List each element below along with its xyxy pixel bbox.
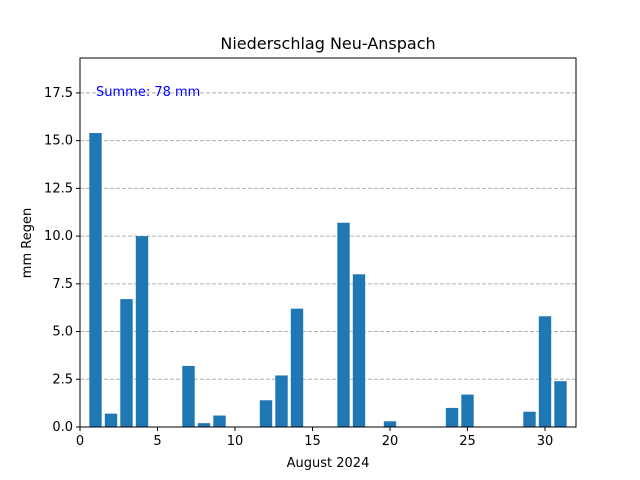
bar-day-20 — [383, 421, 397, 427]
bar-day-18 — [352, 274, 366, 427]
bar-day-17 — [337, 222, 350, 427]
bars — [89, 133, 567, 427]
bar-day-14 — [290, 308, 304, 427]
bar-day-31 — [554, 381, 567, 427]
chart-title: Niederschlag Neu-Anspach — [220, 34, 435, 53]
x-tick-label: 30 — [537, 434, 554, 449]
gridlines — [80, 92, 576, 380]
x-tick-label: 5 — [153, 434, 161, 449]
y-axis-label: mm Regen — [20, 208, 35, 278]
bar-day-1 — [89, 133, 102, 427]
bar-day-12 — [259, 400, 273, 427]
y-axis-ticks: 0.0 2.5 5.0 7.5 10.0 12.5 15.0 17.5 — [44, 86, 80, 435]
x-tick-label: 20 — [382, 434, 399, 449]
x-axis-label: August 2024 — [287, 456, 370, 471]
bar-day-30 — [538, 316, 552, 427]
y-tick-label: 10.0 — [44, 229, 73, 244]
bar-day-8 — [197, 423, 211, 427]
bar-day-13 — [275, 375, 288, 427]
bar-day-4 — [135, 236, 149, 427]
y-tick-label: 15.0 — [44, 134, 73, 149]
sum-annotation: Summe: 78 mm — [96, 85, 200, 100]
x-tick-label: 25 — [459, 434, 476, 449]
bar-day-7 — [182, 365, 195, 427]
y-tick-label: 5.0 — [52, 325, 73, 340]
bar-day-25 — [461, 394, 474, 427]
bar-day-2 — [104, 413, 118, 427]
y-tick-label: 12.5 — [44, 181, 73, 196]
bar-day-3 — [120, 299, 133, 427]
x-axis-ticks: 0 5 10 15 20 25 30 — [76, 427, 553, 449]
y-tick-label: 17.5 — [44, 86, 73, 101]
x-tick-label: 10 — [227, 434, 244, 449]
plot-frame — [79, 57, 577, 428]
y-tick-label: 0.0 — [52, 420, 73, 435]
bar-day-29 — [523, 411, 536, 427]
y-tick-label: 7.5 — [52, 277, 73, 292]
y-tick-label: 2.5 — [52, 372, 73, 387]
bar-day-24 — [445, 407, 459, 427]
bar-day-9 — [213, 415, 226, 427]
x-tick-label: 15 — [304, 434, 321, 449]
x-tick-label: 0 — [76, 434, 84, 449]
